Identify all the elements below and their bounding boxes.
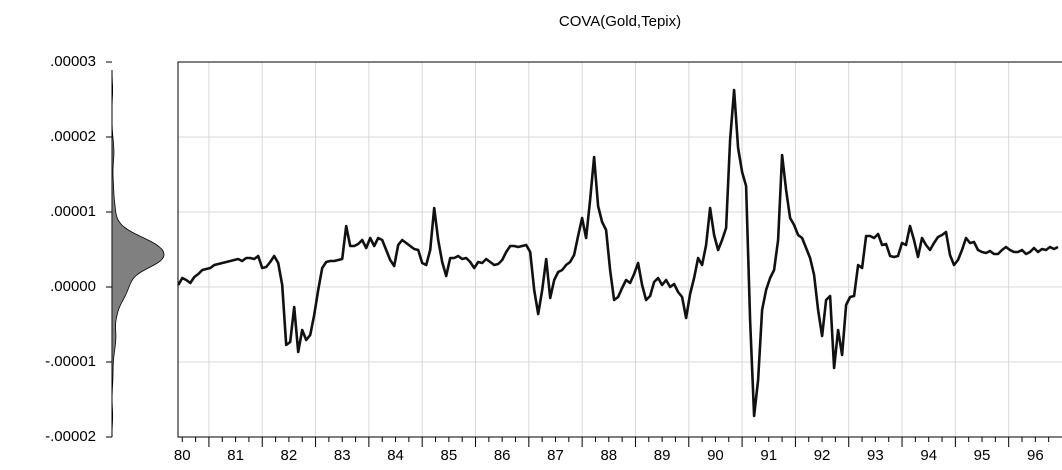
y-tick-label: -.00002 bbox=[45, 428, 96, 445]
x-tick-label: 89 bbox=[654, 447, 671, 464]
x-tick-label: 95 bbox=[974, 447, 991, 464]
x-tick-label: 85 bbox=[441, 447, 458, 464]
y-tick-label: -.00001 bbox=[45, 353, 96, 370]
x-tick-label: 83 bbox=[334, 447, 351, 464]
x-tick-label: 91 bbox=[760, 447, 777, 464]
x-tick-label: 96 bbox=[1027, 447, 1044, 464]
x-tick-label: 86 bbox=[494, 447, 511, 464]
series-line bbox=[177, 88, 1059, 418]
x-tick-label: 93 bbox=[867, 447, 884, 464]
x-tick-label: 80 bbox=[174, 447, 191, 464]
x-tick-label: 84 bbox=[387, 447, 404, 464]
x-tick-label: 81 bbox=[227, 447, 244, 464]
x-tick-label: 87 bbox=[547, 447, 564, 464]
x-tick-label: 90 bbox=[707, 447, 724, 464]
x-tick-label: 88 bbox=[600, 447, 617, 464]
x-tick-label: 82 bbox=[281, 447, 298, 464]
chart-title: COVA(Gold,Tepix) bbox=[559, 13, 681, 30]
density bbox=[111, 70, 165, 437]
x-tick-label: 92 bbox=[814, 447, 831, 464]
y-tick-label: .00001 bbox=[50, 203, 96, 220]
y-tick-label: .00000 bbox=[50, 278, 96, 295]
x-tick-label: 94 bbox=[920, 447, 937, 464]
plot-frame bbox=[177, 61, 1062, 438]
y-tick-label: .00003 bbox=[50, 53, 96, 70]
y-tick-label: .00002 bbox=[50, 128, 96, 145]
